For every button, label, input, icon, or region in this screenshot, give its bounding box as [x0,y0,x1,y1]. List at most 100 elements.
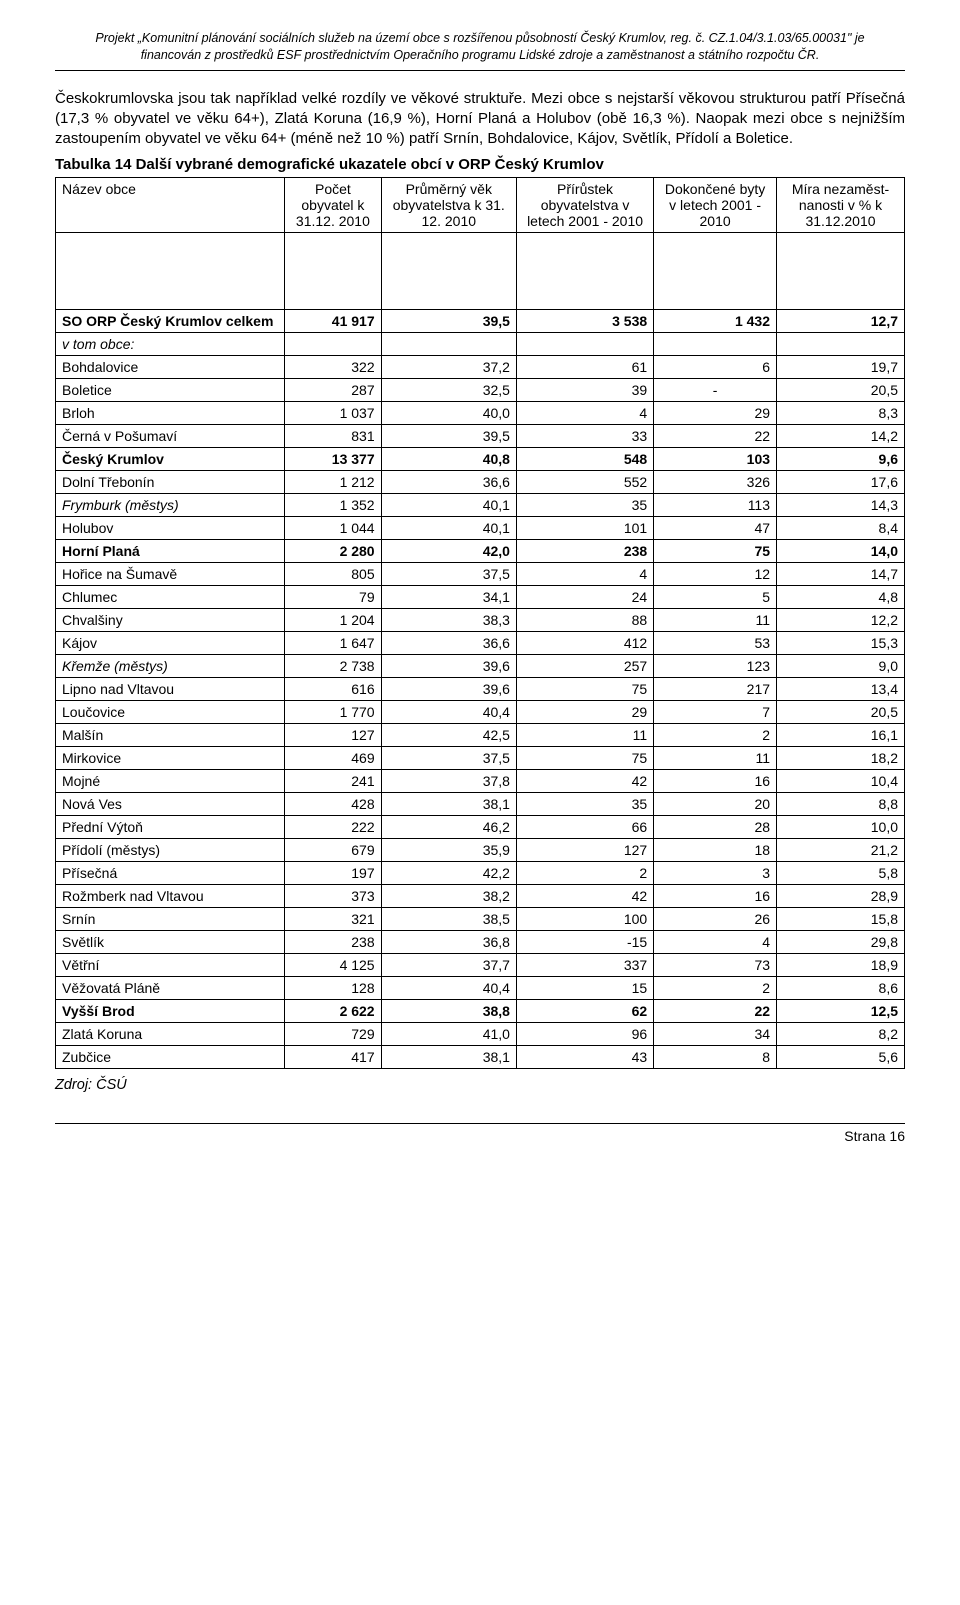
row-value: 37,7 [381,953,516,976]
table-row: Vyšší Brod2 62238,8622212,5 [56,999,905,1022]
row-value: 287 [285,378,381,401]
table-row: Kájov1 64736,64125315,3 [56,631,905,654]
row-value: 35 [516,493,653,516]
row-value: 15 [516,976,653,999]
row-value: 39,5 [381,309,516,332]
row-name: Loučovice [56,700,285,723]
row-name: Zlatá Koruna [56,1022,285,1045]
row-value: 113 [654,493,777,516]
row-value: 1 432 [654,309,777,332]
row-name: Frymburk (městys) [56,493,285,516]
col-population: Počet obyvatel k 31.12. 2010 [285,177,381,232]
row-value: 40,4 [381,700,516,723]
row-name: Mojné [56,769,285,792]
row-name: Větřní [56,953,285,976]
row-name: Hořice na Šumavě [56,562,285,585]
header-line2: financován z prostředků ESF prostřednict… [141,48,820,62]
row-value: 10,4 [777,769,905,792]
row-value: 417 [285,1045,381,1068]
table-row: Český Krumlov13 37740,85481039,6 [56,447,905,470]
row-value: 1 044 [285,516,381,539]
table-row: Černá v Pošumaví83139,5332214,2 [56,424,905,447]
row-name: Kájov [56,631,285,654]
row-value: 35 [516,792,653,815]
row-value: 12,7 [777,309,905,332]
table-row: Bohdalovice32237,261619,7 [56,355,905,378]
row-value: 11 [516,723,653,746]
header-divider [55,70,905,71]
row-value: 3 [654,861,777,884]
row-value: 40,1 [381,516,516,539]
row-value: 8,4 [777,516,905,539]
row-name: Boletice [56,378,285,401]
row-value: 14,3 [777,493,905,516]
table-row: Brloh1 03740,04298,3 [56,401,905,424]
row-value: 17,6 [777,470,905,493]
row-value: 53 [654,631,777,654]
table-row: Přední Výtoň22246,2662810,0 [56,815,905,838]
row-value: -15 [516,930,653,953]
row-value: 14,0 [777,539,905,562]
row-value: 20 [654,792,777,815]
table-row: Chvalšiny1 20438,3881112,2 [56,608,905,631]
row-value: 11 [654,746,777,769]
row-value: 412 [516,631,653,654]
row-value: 321 [285,907,381,930]
page-number: Strana 16 [55,1128,905,1144]
header-line1: Projekt „Komunitní plánování sociálních … [95,31,864,45]
row-value: 42 [516,769,653,792]
row-name: Český Krumlov [56,447,285,470]
footer-divider [55,1123,905,1124]
row-value: 5,8 [777,861,905,884]
row-value: 29 [654,401,777,424]
table-row: Věžovatá Pláně12840,41528,6 [56,976,905,999]
row-value: 22 [654,424,777,447]
row-value: 12,2 [777,608,905,631]
row-value: 217 [654,677,777,700]
row-value: 41 917 [285,309,381,332]
row-value: 616 [285,677,381,700]
row-value: 40,8 [381,447,516,470]
row-value: 38,3 [381,608,516,631]
table-row: Mojné24137,8421610,4 [56,769,905,792]
row-value: 39,6 [381,677,516,700]
table-row: Přísečná19742,2235,8 [56,861,905,884]
row-value: 88 [516,608,653,631]
row-value: 12,5 [777,999,905,1022]
row-value: - [654,378,777,401]
row-value: 40,0 [381,401,516,424]
row-name: Srnín [56,907,285,930]
empty-cell [654,332,777,355]
col-age: Průměrný věk obyvatelstva k 31. 12. 2010 [381,177,516,232]
empty-cell [516,332,653,355]
row-value: 36,6 [381,631,516,654]
table-row: Dolní Třebonín1 21236,655232617,6 [56,470,905,493]
row-value: 29 [516,700,653,723]
row-value: 26 [654,907,777,930]
source-label: Zdroj: ČSÚ [55,1077,905,1093]
row-value: 42,2 [381,861,516,884]
body-paragraph: Českokrumlovska jsou tak například velké… [55,89,905,150]
row-value: 469 [285,746,381,769]
col-flats: Dokončené byty v letech 2001 - 2010 [654,177,777,232]
row-name: Chlumec [56,585,285,608]
row-value: 9,0 [777,654,905,677]
row-value: 22 [654,999,777,1022]
row-value: 11 [654,608,777,631]
row-value: 16,1 [777,723,905,746]
table-row: Malšín12742,511216,1 [56,723,905,746]
row-name: Brloh [56,401,285,424]
row-value: 222 [285,815,381,838]
table-row: Loučovice1 77040,429720,5 [56,700,905,723]
row-value: 40,4 [381,976,516,999]
row-value: 37,2 [381,355,516,378]
table-row: Boletice28732,539-20,5 [56,378,905,401]
table-row: Křemže (městys)2 73839,62571239,0 [56,654,905,677]
row-value: 14,7 [777,562,905,585]
row-value: 47 [654,516,777,539]
subheader-row: v tom obce: [56,332,905,355]
row-value: 43 [516,1045,653,1068]
row-value: 37,5 [381,746,516,769]
row-value: 15,3 [777,631,905,654]
table-row: Přídolí (městys)67935,91271821,2 [56,838,905,861]
